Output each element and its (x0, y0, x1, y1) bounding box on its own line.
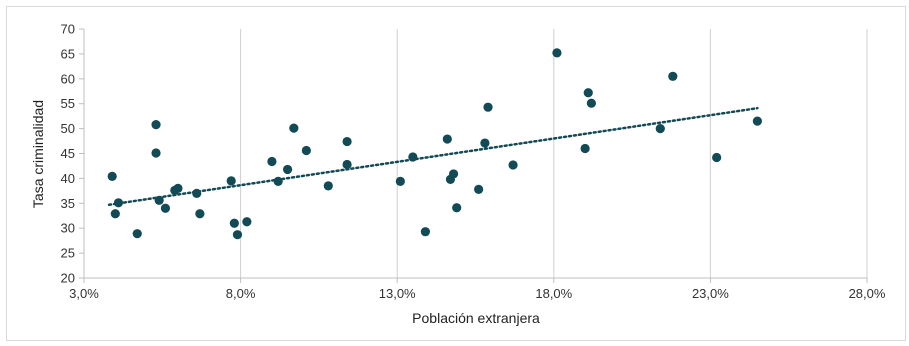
trendline-layer (107, 106, 759, 207)
x-tick-label: 18,0% (535, 286, 572, 301)
data-point (192, 188, 202, 198)
data-point (160, 203, 171, 213)
axes (79, 28, 868, 283)
data-point (273, 176, 283, 186)
y-tick-label: 35 (61, 196, 75, 211)
x-tick-label: 13,0% (379, 286, 416, 301)
data-point (113, 198, 124, 208)
x-tick-label: 3,0% (69, 286, 99, 301)
data-point (226, 176, 236, 186)
data-point (151, 148, 161, 158)
y-tick-label: 65 (61, 46, 75, 61)
data-point (242, 217, 252, 227)
data-point (110, 209, 120, 219)
data-point (232, 230, 243, 240)
data-point (442, 134, 452, 144)
x-axis-title: Población extranjera (412, 310, 540, 326)
data-point (132, 229, 142, 239)
data-point (267, 156, 277, 167)
data-point (474, 184, 484, 194)
data-point (552, 48, 562, 58)
data-point (655, 124, 665, 134)
data-point (448, 169, 459, 179)
y-axis-title: Tasa criminalidad (30, 100, 46, 208)
y-tick-label: 45 (61, 146, 75, 161)
y-tick-label: 25 (61, 246, 75, 261)
data-point (580, 143, 590, 154)
data-point (107, 171, 117, 182)
x-tick-label: 28,0% (849, 286, 886, 301)
data-point (342, 136, 352, 147)
data-point (289, 123, 299, 133)
tick-labels: 20 25 30 35 40 45 50 55 60 65 70 3,0% 8,0% 13,0% 18,0%… (61, 22, 886, 302)
data-point (712, 152, 722, 163)
data-point (195, 209, 205, 219)
data-point (323, 181, 333, 191)
y-tick-label: 60 (61, 71, 75, 86)
x-tick-label: 8,0% (226, 286, 256, 301)
data-point (408, 152, 418, 162)
data-point (480, 138, 490, 148)
data-point (395, 176, 405, 186)
data-point (668, 71, 678, 81)
y-tick-label: 55 (61, 96, 75, 111)
data-points (107, 48, 762, 240)
data-point (151, 120, 161, 130)
data-point (452, 203, 462, 213)
trendline (107, 106, 759, 207)
data-point (483, 102, 493, 112)
data-point (342, 159, 352, 170)
data-point (508, 160, 518, 170)
y-tick-label: 70 (61, 22, 75, 37)
data-point (583, 88, 593, 98)
y-tick-label: 40 (61, 171, 75, 186)
x-tick-label: 23,0% (692, 286, 729, 301)
data-point (154, 195, 164, 205)
data-point (301, 145, 311, 156)
y-tick-label: 20 (61, 271, 75, 286)
data-point (586, 98, 596, 108)
data-point (752, 116, 762, 126)
y-tick-label: 30 (61, 221, 75, 236)
data-point (229, 218, 239, 228)
data-point (173, 183, 183, 193)
data-point (282, 164, 293, 175)
data-point (420, 227, 430, 237)
y-tick-label: 50 (61, 121, 75, 136)
